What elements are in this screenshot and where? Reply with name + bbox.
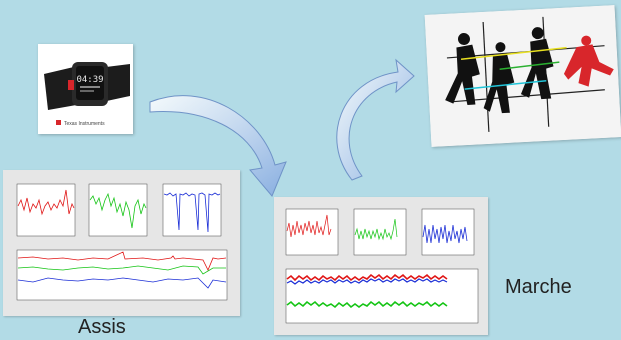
smartwatch-icon: 04:39 Texas Instruments — [38, 44, 133, 134]
walking-accelerometer-plots — [285, 208, 479, 324]
watch-brand-logo: Texas Instruments — [64, 121, 105, 127]
watch-time-display: 04:39 — [76, 75, 103, 85]
sitting-plot-panel — [3, 170, 240, 316]
watch-photo: 04:39 Texas Instruments — [38, 44, 133, 134]
sitting-accelerometer-plots — [16, 183, 228, 301]
runner-photo — [424, 5, 621, 147]
running-figures-icon — [424, 5, 621, 147]
walking-label: Marche — [505, 276, 572, 298]
sitting-label: Assis — [78, 316, 126, 338]
walking-plot-panel — [274, 197, 488, 335]
